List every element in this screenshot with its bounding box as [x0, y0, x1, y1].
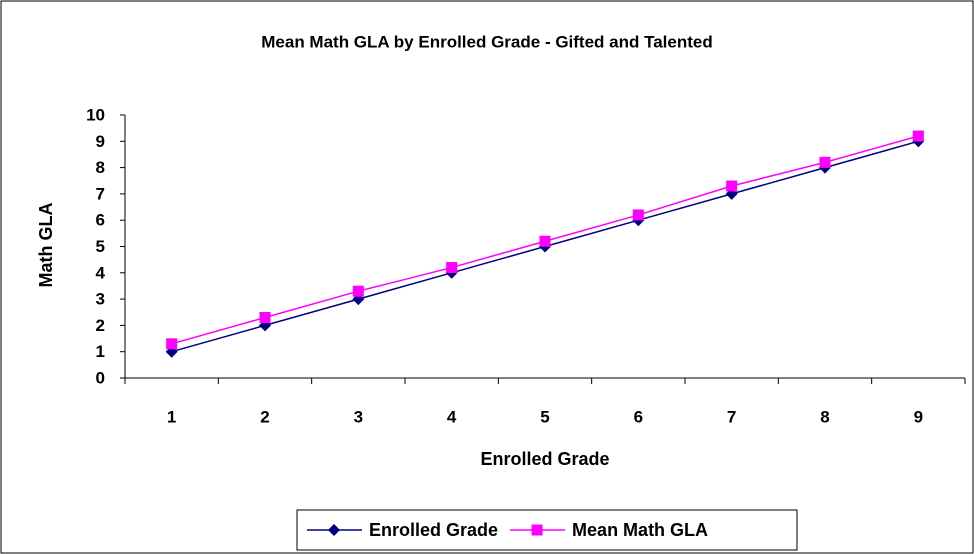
x-tick-label: 9 [914, 407, 923, 426]
x-tick-label: 5 [540, 407, 549, 426]
y-tick-label: 9 [96, 132, 105, 151]
y-tick-label: 3 [96, 290, 105, 309]
y-tick-label: 0 [96, 368, 105, 387]
x-tick-label: 7 [727, 407, 736, 426]
y-tick-label: 7 [96, 184, 105, 203]
y-tick-label: 8 [96, 158, 105, 177]
data-point [166, 338, 178, 350]
data-point [539, 235, 551, 247]
y-tick-label: 5 [96, 237, 105, 256]
x-tick-label: 6 [634, 407, 643, 426]
data-point [726, 180, 738, 192]
data-point [912, 130, 924, 142]
y-tick-label: 10 [86, 105, 105, 124]
chart-title: Mean Math GLA by Enrolled Grade - Gifted… [261, 32, 713, 51]
data-point [259, 312, 271, 324]
y-tick-label: 6 [96, 211, 105, 230]
data-point [446, 262, 458, 274]
legend-marker [328, 524, 340, 536]
x-tick-label: 2 [260, 407, 269, 426]
data-point [632, 209, 644, 221]
legend-marker [531, 524, 543, 536]
data-point [819, 156, 831, 168]
legend-label: Mean Math GLA [572, 520, 708, 540]
x-tick-label: 3 [354, 407, 363, 426]
legend-label: Enrolled Grade [369, 520, 498, 540]
y-axis-label: Math GLA [36, 203, 56, 288]
x-tick-label: 8 [820, 407, 829, 426]
y-tick-label: 2 [96, 316, 105, 335]
y-tick-label: 4 [96, 263, 106, 282]
x-axis-label: Enrolled Grade [480, 449, 609, 469]
data-point [352, 285, 364, 297]
x-tick-label: 4 [447, 407, 457, 426]
x-tick-label: 1 [167, 407, 176, 426]
y-tick-label: 1 [96, 342, 105, 361]
